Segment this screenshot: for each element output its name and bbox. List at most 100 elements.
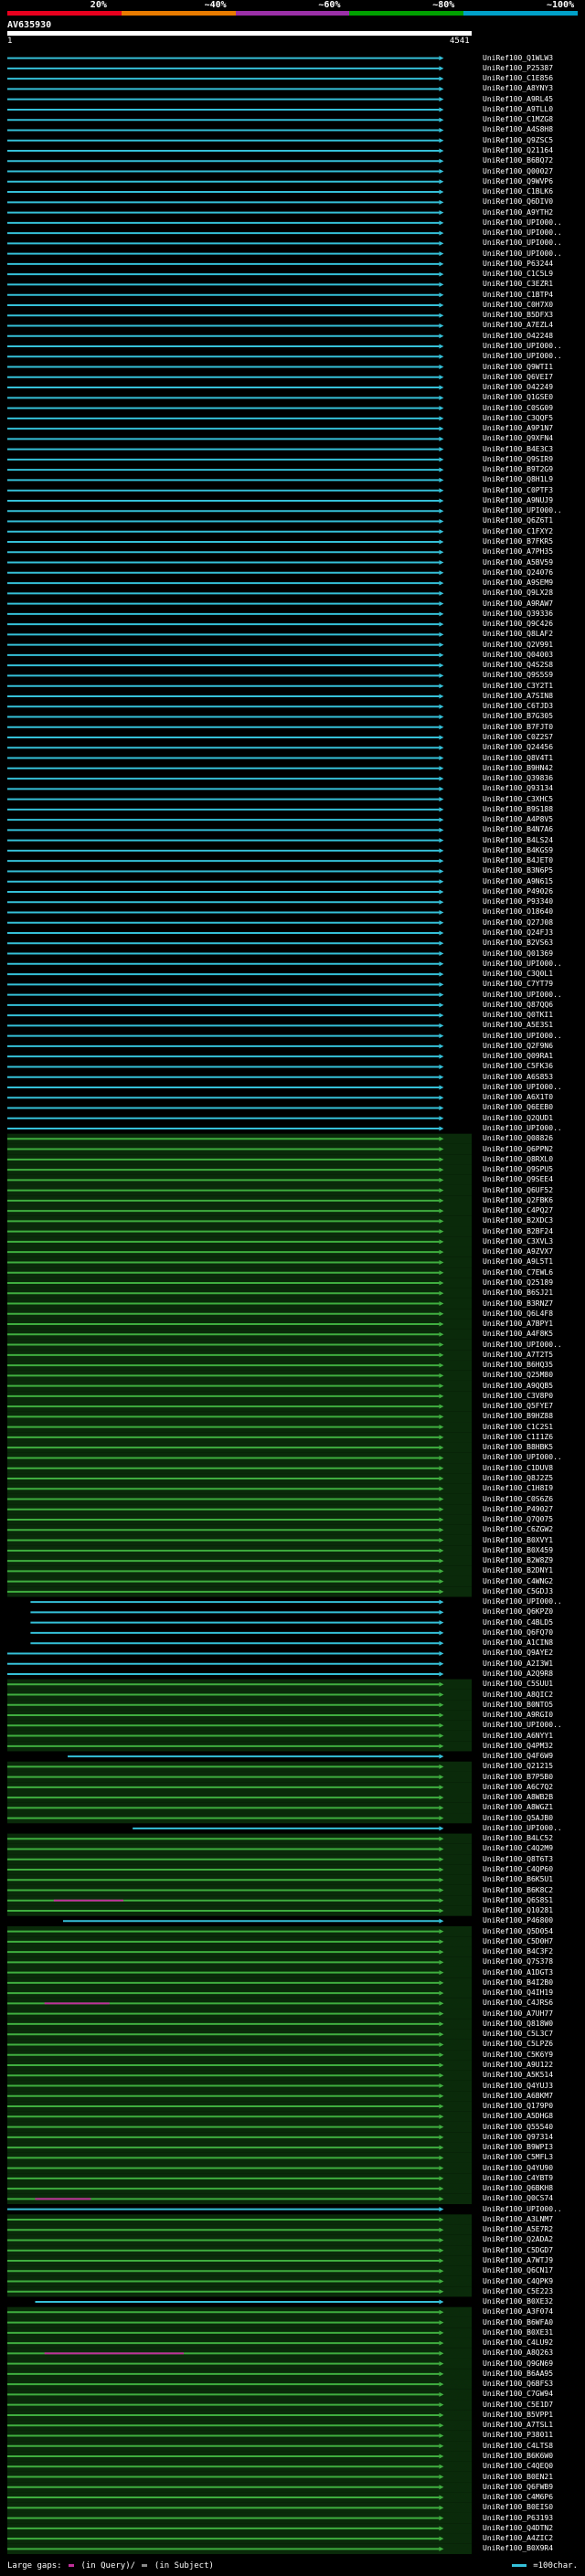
hit-label[interactable]: UniRef100_B9HZ88 xyxy=(483,1412,554,1421)
hit-label[interactable]: UniRef100_Q55540 xyxy=(483,2122,554,2131)
hit-label[interactable]: UniRef100_Q39336 xyxy=(483,609,554,618)
hit-label[interactable]: UniRef100_C3V8P0 xyxy=(483,1391,554,1400)
hit-label[interactable]: UniRef100_Q6PPN2 xyxy=(483,1144,554,1153)
hit-label[interactable]: UniRef100_Q25189 xyxy=(483,1277,554,1287)
hit-label[interactable]: UniRef100_C3XHC5 xyxy=(483,794,554,803)
hit-label[interactable]: UniRef100_Q10281 xyxy=(483,1906,554,1915)
hit-label[interactable]: UniRef100_B4JET0 xyxy=(483,856,554,865)
hit-label[interactable]: UniRef100_B5VPP1 xyxy=(483,2410,554,2419)
hit-label[interactable]: UniRef100_A6NYY1 xyxy=(483,1731,554,1740)
hit-label[interactable]: UniRef100_P49027 xyxy=(483,1504,554,1513)
hit-label[interactable]: UniRef100_C5E223 xyxy=(483,2286,554,2295)
hit-label[interactable]: UniRef100_Q818W0 xyxy=(483,2019,554,2028)
hit-label[interactable]: UniRef100_Q6FQ70 xyxy=(483,1627,554,1637)
hit-label[interactable]: UniRef100_Q5AJB0 xyxy=(483,1813,554,1822)
hit-label[interactable]: UniRef100_Q4DTN2 xyxy=(483,2523,554,2532)
hit-label[interactable]: UniRef100_UPI000.. xyxy=(483,2204,562,2213)
hit-label[interactable]: UniRef100_A5E3S1 xyxy=(483,1021,554,1030)
hit-label[interactable]: UniRef100_C1FXY2 xyxy=(483,526,554,535)
hit-label[interactable]: UniRef100_C4JRS6 xyxy=(483,1998,554,2008)
hit-label[interactable]: UniRef100_B3N6P5 xyxy=(483,866,554,875)
hit-label[interactable]: UniRef100_Q4YU90 xyxy=(483,2163,554,2172)
hit-label[interactable]: UniRef100_Q39836 xyxy=(483,774,554,783)
hit-label[interactable]: UniRef100_C5GDJ3 xyxy=(483,1586,554,1595)
hit-label[interactable]: UniRef100_Q9S5S9 xyxy=(483,671,554,680)
hit-label[interactable]: UniRef100_Q21164 xyxy=(483,146,554,154)
hit-label[interactable]: UniRef100_Q24FJ3 xyxy=(483,928,554,938)
hit-label[interactable]: UniRef100_Q9C426 xyxy=(483,620,554,629)
hit-label[interactable]: UniRef100_Q6KPZ0 xyxy=(483,1607,554,1617)
hit-label[interactable]: UniRef100_Q9SIR9 xyxy=(483,454,554,463)
hit-label[interactable]: UniRef100_B0EIS0 xyxy=(483,2503,554,2512)
hit-label[interactable]: UniRef100_B9HN42 xyxy=(483,763,554,772)
hit-label[interactable]: UniRef100_A7EZL4 xyxy=(483,321,554,330)
hit-label[interactable]: UniRef100_Q9LX28 xyxy=(483,588,554,598)
hit-label[interactable]: UniRef100_B0EN21 xyxy=(483,2472,554,2481)
hit-label[interactable]: UniRef100_Q4PM32 xyxy=(483,1741,554,1750)
hit-label[interactable]: UniRef100_O42248 xyxy=(483,331,554,340)
hit-label[interactable]: UniRef100_Q1WLW3 xyxy=(483,53,554,62)
hit-label[interactable]: UniRef100_C5DGD7 xyxy=(483,2245,554,2254)
hit-label[interactable]: UniRef100_B0XE31 xyxy=(483,2327,554,2337)
hit-label[interactable]: UniRef100_Q6Z6T1 xyxy=(483,516,554,525)
hit-label[interactable]: UniRef100_C4PQ27 xyxy=(483,1206,554,1215)
hit-label[interactable]: UniRef100_Q97314 xyxy=(483,2132,554,2141)
hit-label[interactable]: UniRef100_P93340 xyxy=(483,897,554,906)
hit-label[interactable]: UniRef100_UPI000.. xyxy=(483,239,562,248)
hit-label[interactable]: UniRef100_C4M6P6 xyxy=(483,2493,554,2502)
hit-label[interactable]: UniRef100_A9ZVX7 xyxy=(483,1247,554,1256)
hit-label[interactable]: UniRef100_B6HQ35 xyxy=(483,1361,554,1370)
hit-label[interactable]: UniRef100_Q2V991 xyxy=(483,640,554,649)
hit-label[interactable]: UniRef100_A9NUJ9 xyxy=(483,495,554,504)
hit-label[interactable]: UniRef100_A9L5T1 xyxy=(483,1257,554,1267)
hit-label[interactable]: UniRef100_C3Y2T1 xyxy=(483,681,554,690)
hit-label[interactable]: UniRef100_Q6BKH8 xyxy=(483,2184,554,2193)
hit-label[interactable]: UniRef100_B9S188 xyxy=(483,804,554,813)
hit-label[interactable]: UniRef100_A7WTJ9 xyxy=(483,2255,554,2264)
hit-label[interactable]: UniRef100_UPI000.. xyxy=(483,217,562,227)
hit-label[interactable]: UniRef100_Q5FYE7 xyxy=(483,1402,554,1411)
hit-label[interactable]: UniRef100_C5K6Y9 xyxy=(483,2050,554,2059)
hit-label[interactable]: UniRef100_Q01369 xyxy=(483,949,554,958)
hit-label[interactable]: UniRef100_C1C5L9 xyxy=(483,270,554,279)
hit-label[interactable]: UniRef100_A9RL45 xyxy=(483,94,554,103)
hit-label[interactable]: UniRef100_UPI000.. xyxy=(483,1597,562,1606)
hit-label[interactable]: UniRef100_A4F8K5 xyxy=(483,1330,554,1339)
hit-label[interactable]: UniRef100_C0PTF3 xyxy=(483,485,554,494)
hit-label[interactable]: UniRef100_Q6BFS3 xyxy=(483,2380,554,2389)
hit-label[interactable]: UniRef100_Q2QUD1 xyxy=(483,1113,554,1122)
hit-label[interactable]: UniRef100_A7TSL1 xyxy=(483,2421,554,2430)
hit-label[interactable]: UniRef100_UPI000.. xyxy=(483,990,562,999)
hit-label[interactable]: UniRef100_C5D0H7 xyxy=(483,1936,554,1945)
hit-label[interactable]: UniRef100_Q00027 xyxy=(483,166,554,175)
hit-label[interactable]: UniRef100_C7EWL6 xyxy=(483,1267,554,1277)
hit-label[interactable]: UniRef100_UPI000.. xyxy=(483,1453,562,1462)
hit-label[interactable]: UniRef100_A5E7R2 xyxy=(483,2225,554,2234)
hit-label[interactable]: UniRef100_C1I1Z6 xyxy=(483,1432,554,1441)
hit-label[interactable]: UniRef100_B7P5B0 xyxy=(483,1772,554,1781)
hit-label[interactable]: UniRef100_A5DHG8 xyxy=(483,2112,554,2121)
hit-label[interactable]: UniRef100_Q24076 xyxy=(483,567,554,577)
hit-label[interactable]: UniRef100_Q6CN17 xyxy=(483,2266,554,2275)
hit-label[interactable]: UniRef100_Q27J08 xyxy=(483,917,554,927)
hit-label[interactable]: UniRef100_A6BKM7 xyxy=(483,2091,554,2100)
hit-label[interactable]: UniRef100_B0XVY1 xyxy=(483,1535,554,1544)
hit-label[interactable]: UniRef100_Q6UF52 xyxy=(483,1185,554,1194)
hit-label[interactable]: UniRef100_Q08826 xyxy=(483,1134,554,1143)
hit-label[interactable]: UniRef100_Q93134 xyxy=(483,784,554,793)
hit-label[interactable]: UniRef100_A9RAW7 xyxy=(483,599,554,608)
hit-label[interactable]: UniRef100_A7BPY1 xyxy=(483,1320,554,1329)
hit-label[interactable]: UniRef100_B7G305 xyxy=(483,712,554,721)
hit-label[interactable]: UniRef100_C4BLD5 xyxy=(483,1617,554,1627)
hit-label[interactable]: UniRef100_A9TLL0 xyxy=(483,104,554,113)
hit-label[interactable]: UniRef100_Q7Q075 xyxy=(483,1515,554,1524)
hit-label[interactable]: UniRef100_A2I3W1 xyxy=(483,1659,554,1668)
hit-label[interactable]: UniRef100_C1C2S1 xyxy=(483,1422,554,1431)
hit-label[interactable]: UniRef100_P38011 xyxy=(483,2431,554,2440)
hit-label[interactable]: UniRef100_Q8J2Z5 xyxy=(483,1473,554,1482)
hit-label[interactable]: UniRef100_C1DUV8 xyxy=(483,1463,554,1472)
hit-label[interactable]: UniRef100_C0Z2S7 xyxy=(483,733,554,741)
hit-label[interactable]: UniRef100_Q8H1L9 xyxy=(483,475,554,484)
hit-label[interactable]: UniRef100_A6X1T0 xyxy=(483,1093,554,1102)
hit-label[interactable]: UniRef100_B8HBK5 xyxy=(483,1443,554,1452)
